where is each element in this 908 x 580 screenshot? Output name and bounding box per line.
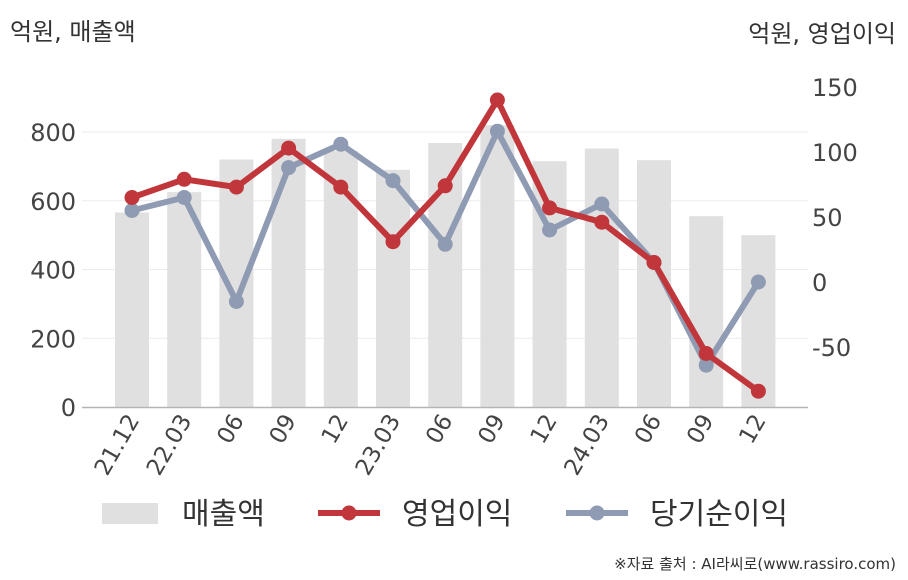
x-tick-label: 06 [630,410,667,448]
legend-label: 당기순이익 [650,497,788,532]
left-tick-label: 800 [30,119,76,147]
net-income-point-0 [124,203,140,218]
operating-profit-point-0 [124,190,140,205]
x-tick-label: 06 [421,410,458,448]
legend-marker-operating-profit [341,505,357,521]
left-axis-ticks: 0 200 400 600 800 [30,119,76,422]
net-income-point-3 [281,160,297,176]
x-tick-label: 09 [682,410,719,448]
operating-profit-point-9 [594,214,610,230]
x-tick-label: 21.12 [90,410,145,480]
legend: 매출액 영업이익 당기순이익 [102,497,788,532]
x-tick-label: 06 [212,410,249,448]
bar-09 [480,125,515,407]
bar-09 [689,216,724,407]
bar-09 [271,138,306,407]
net-income-point-9 [594,196,610,212]
operating-profit-point-10 [646,255,662,270]
right-tick-label: -50 [812,334,851,362]
net-income-point-1 [176,190,192,205]
bar-22.03 [167,192,202,407]
x-tick-label: 22.03 [142,410,197,480]
net-income-point-5 [385,173,401,189]
x-tick-label: 09 [265,410,302,448]
left-tick-label: 0 [61,394,76,422]
left-axis-title: 억원, 매출액 [10,18,136,46]
net-income-point-8 [542,222,558,238]
operating-profit-point-3 [281,140,297,156]
operating-profit-point-6 [437,178,453,194]
operating-profit-point-7 [489,92,505,108]
bar-23.03 [376,169,410,407]
x-tick-label: 12 [734,410,771,448]
net-income-point-7 [489,123,505,139]
bar-series [115,125,776,407]
right-axis-ticks: -50 0 50 100 150 [812,74,858,362]
x-tick-label: 23.03 [351,410,406,480]
x-tick-label: 12 [317,410,354,448]
right-tick-label: 150 [812,74,858,102]
net-income-point-11 [698,357,714,373]
left-tick-label: 400 [30,257,76,285]
bar-12 [532,161,567,407]
operating-profit-point-12 [750,383,766,399]
x-tick-label: 24.03 [560,410,615,480]
net-income-point-6 [437,236,453,252]
operating-profit-point-8 [542,200,558,216]
x-tick-label: 12 [526,410,563,448]
left-tick-label: 600 [30,188,76,216]
right-tick-label: 0 [812,269,827,297]
operating-profit-point-11 [698,346,714,361]
legend-label: 매출액 [182,497,265,532]
right-tick-label: 50 [812,204,843,232]
source-note: ※자료 출처 : AI라씨로(www.rassiro.com) [614,555,896,573]
right-tick-label: 100 [812,139,858,167]
x-tick-label: 09 [473,410,510,448]
net-income-point-12 [750,274,766,290]
operating-profit-point-5 [385,234,401,250]
operating-profit-point-4 [333,179,349,195]
legend-swatch-bar [102,503,158,524]
bar-24.03 [584,148,619,407]
net-income-point-2 [228,294,244,309]
bar-21.12 [115,212,149,407]
net-income-point-4 [333,136,349,152]
line-series [124,92,766,399]
left-tick-label: 200 [30,325,76,353]
operating-profit-point-2 [228,179,244,195]
legend-label: 영업이익 [402,497,512,532]
right-axis-title: 억원, 영업이익 [748,20,896,48]
bar-12 [741,235,776,407]
legend-marker-net-income [589,505,605,521]
operating-profit-point-1 [176,171,192,187]
